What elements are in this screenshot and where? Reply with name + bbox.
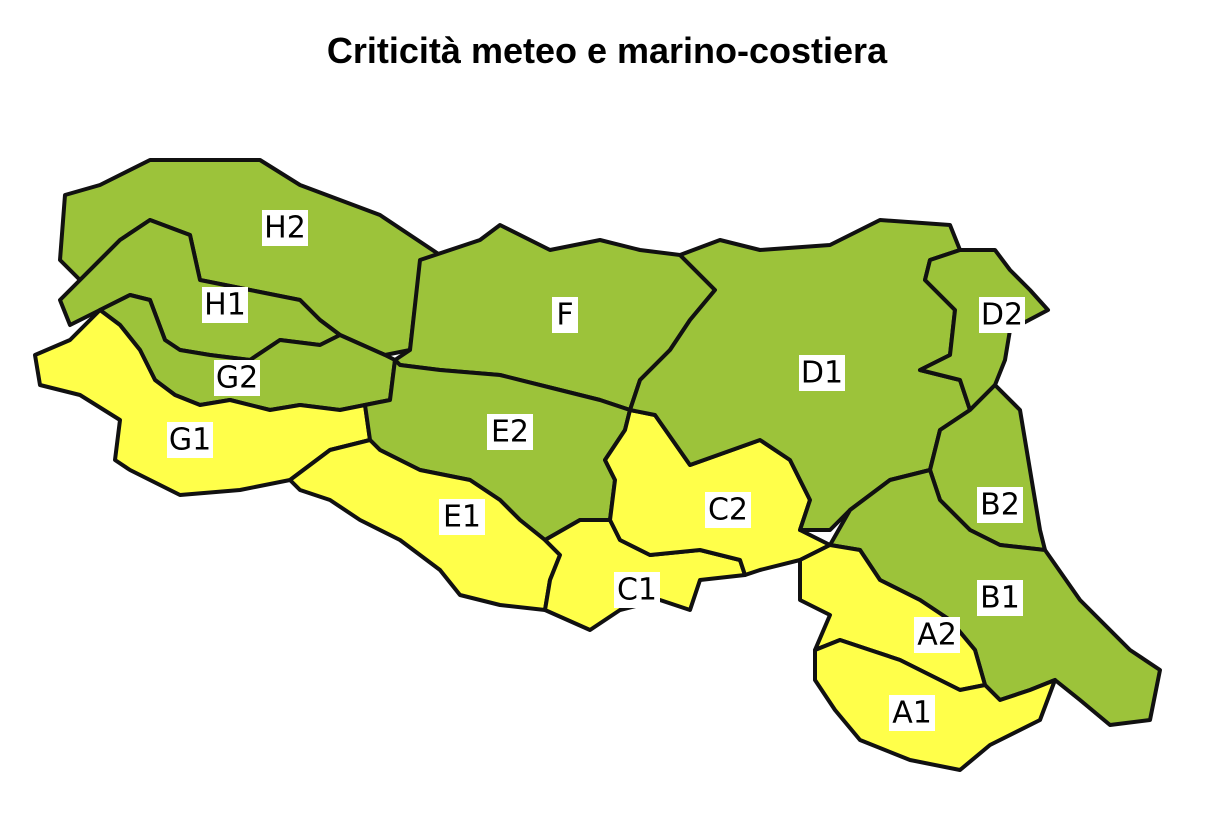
zone-g1[interactable]: [33, 308, 372, 497]
zone-label-background: [979, 297, 1025, 333]
zone-label-background: [439, 499, 485, 535]
zone-label: G2: [216, 361, 258, 396]
zone-label-background: [167, 422, 213, 458]
zone-label: C2: [708, 493, 748, 528]
zone-label-background: [977, 580, 1023, 616]
map-title: Criticità meteo e marino-costiera: [326, 30, 888, 71]
zone-label: B2: [980, 488, 1020, 523]
zone-label-background: [614, 572, 660, 608]
zone-label: D1: [801, 356, 843, 391]
zone-label: E2: [491, 415, 529, 450]
zone-label-background: [799, 355, 845, 391]
zone-e1[interactable]: [288, 438, 562, 612]
zone-label: G1: [169, 423, 211, 458]
zone-label: F: [556, 298, 573, 333]
zone-label-background: [914, 617, 960, 653]
zone-label: H1: [204, 288, 246, 323]
zone-label-background: [214, 360, 260, 396]
zone-label-background: [889, 695, 935, 731]
zone-label: D2: [981, 298, 1023, 333]
zone-label-background: [202, 287, 248, 323]
zone-label-background: [977, 487, 1023, 523]
zone-label: A1: [892, 696, 932, 731]
zone-label: A2: [917, 618, 957, 653]
zone-label-background: [705, 492, 751, 528]
zone-label-background: [487, 414, 533, 450]
zone-label: E1: [443, 500, 481, 535]
zone-label: B1: [980, 581, 1020, 616]
zone-label-background: [552, 297, 578, 333]
zone-label-background: [262, 210, 308, 246]
zone-label: C1: [617, 573, 657, 608]
zone-label: H2: [264, 211, 306, 246]
